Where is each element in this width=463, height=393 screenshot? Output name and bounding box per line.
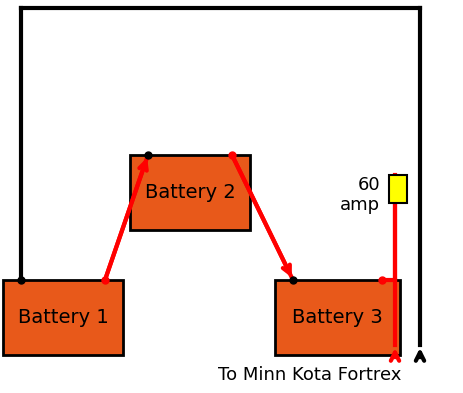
Text: amp: amp <box>339 196 379 214</box>
Text: Battery 1: Battery 1 <box>18 308 108 327</box>
Text: To Minn Kota Fortrex: To Minn Kota Fortrex <box>218 366 401 384</box>
Text: 60: 60 <box>357 176 379 194</box>
Bar <box>275 280 399 355</box>
Text: Battery 3: Battery 3 <box>292 308 382 327</box>
Text: Battery 2: Battery 2 <box>144 183 235 202</box>
Bar <box>3 280 123 355</box>
Bar <box>388 175 406 203</box>
Bar <box>130 155 250 230</box>
